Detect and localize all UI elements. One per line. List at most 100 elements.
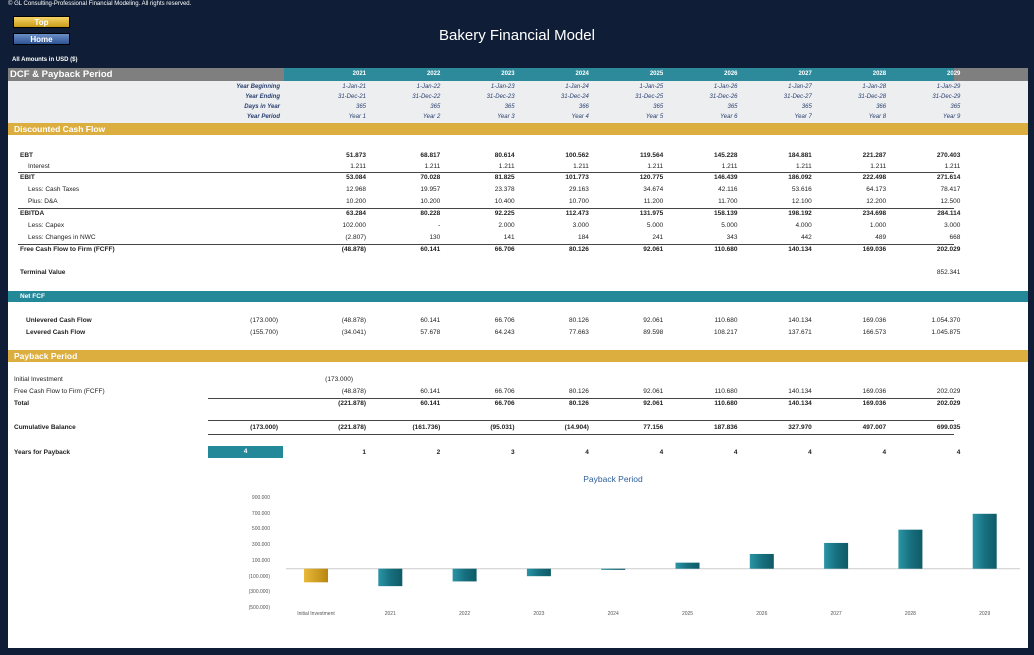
meta-year-beginning: 1-Jan-29 xyxy=(936,84,961,90)
dcf-cell: 12.968 xyxy=(346,186,366,193)
top-button[interactable]: Top xyxy=(13,16,70,28)
payback-total-cell: 202.029 xyxy=(936,400,961,407)
meta-days: 365 xyxy=(355,104,366,110)
dcf-cell: 92.061 xyxy=(643,246,664,253)
dcf-cell: 1.211 xyxy=(498,163,515,170)
chart-x-tick: 2023 xyxy=(533,611,545,617)
net-fcf-cell: (48.878) xyxy=(341,317,366,324)
dcf-cell: 145.228 xyxy=(714,152,738,159)
payback-total-cell: 140.134 xyxy=(788,400,812,407)
chart-x-tick: 2025 xyxy=(681,611,694,617)
payback-total-cell: (221.878) xyxy=(338,400,366,407)
year-header: 2022 xyxy=(426,71,441,77)
net-fcf-cell: 57.678 xyxy=(420,329,441,336)
chart-bar xyxy=(675,562,700,569)
cumulative-cell: 77.156 xyxy=(643,424,664,431)
meta-year-beginning: 1-Jan-26 xyxy=(713,84,738,90)
dcf-cell: 198.192 xyxy=(788,210,812,217)
dcf-cell: 68.817 xyxy=(420,152,441,159)
cumulative-cell: (14.904) xyxy=(564,424,589,431)
dcf-section-bar: Discounted Cash Flow xyxy=(8,123,1028,135)
year-header: 2029 xyxy=(947,71,961,77)
dcf-cell: 140.134 xyxy=(788,246,812,253)
years-for-payback-cell: 4 xyxy=(956,449,961,456)
meta-days: 365 xyxy=(950,104,961,110)
row-divider xyxy=(18,208,954,209)
chart-bar xyxy=(898,529,923,569)
payback-total-label: Total xyxy=(14,400,30,407)
net-fcf-initial: (173.000) xyxy=(250,317,278,324)
dcf-cell: 10.700 xyxy=(569,198,589,205)
dcf-cell: 489 xyxy=(875,234,887,241)
chart-x-tick: 2022 xyxy=(459,611,471,617)
dcf-cell: 130 xyxy=(429,234,441,241)
net-fcf-cell: 77.663 xyxy=(569,329,589,336)
payback-fcff-cell: 110.680 xyxy=(714,388,738,395)
dcf-cell: 202.029 xyxy=(936,246,961,253)
dcf-cell: 53.616 xyxy=(791,186,812,193)
cumulative-cell: 327.970 xyxy=(788,424,812,431)
meta-period: Year 5 xyxy=(645,114,664,120)
days-label: Days in Year xyxy=(244,104,280,110)
row-divider xyxy=(208,420,954,421)
home-button[interactable]: Home xyxy=(13,33,70,45)
cumulative-cell: 497.007 xyxy=(862,424,887,431)
years-for-payback-cell: 1 xyxy=(362,449,366,456)
dcf-cell: 186.092 xyxy=(788,174,812,181)
meta-year-ending: 31-Dec-27 xyxy=(783,94,812,100)
dcf-cell: 12.100 xyxy=(791,198,812,205)
dcf-row-label: Plus: D&A xyxy=(28,198,58,205)
dcf-cell: 64.173 xyxy=(866,186,887,193)
dcf-cell: 51.873 xyxy=(346,152,366,159)
chart-y-tick: 900.000 xyxy=(251,495,270,501)
dcf-cell: 442 xyxy=(800,234,812,241)
meta-year-beginning: 1-Jan-27 xyxy=(788,84,812,90)
year-header-strip xyxy=(284,68,954,81)
dcf-cell: 119.564 xyxy=(640,152,664,159)
payback-fcff-cell: 66.706 xyxy=(494,388,515,395)
payback-fcff-cell: 60.141 xyxy=(420,388,441,395)
meta-year-ending: 31-Dec-29 xyxy=(932,94,961,100)
dcf-cell: 70.028 xyxy=(420,174,441,181)
dcf-cell: 1.211 xyxy=(721,163,738,170)
page-title: Bakery Financial Model xyxy=(439,27,595,44)
dcf-cell: 120.775 xyxy=(639,174,664,181)
dcf-cell: 42.116 xyxy=(718,186,738,193)
chart-bar xyxy=(526,568,551,577)
payback-total-cell: 169.036 xyxy=(862,400,887,407)
dcf-cell: 10.200 xyxy=(420,198,441,205)
cumulative-cell: 699.035 xyxy=(936,424,961,431)
chart-x-tick: 2029 xyxy=(979,611,991,617)
payback-fcff-cell: 92.061 xyxy=(643,388,664,395)
terminal-value-label: Terminal Value xyxy=(20,269,66,276)
chart-y-tick: 500.000 xyxy=(251,526,270,533)
dcf-cell: 222.498 xyxy=(862,174,887,181)
payback-years-result: 4 xyxy=(208,446,283,458)
payback-fcff-cell: 202.029 xyxy=(936,388,961,395)
cumulative-cell: 187.836 xyxy=(714,424,738,431)
dcf-cell: 4.000 xyxy=(795,222,812,229)
year-header: 2027 xyxy=(798,71,812,77)
year-ending-label: Year Ending xyxy=(245,94,280,100)
dcf-cell: 2.000 xyxy=(498,222,515,229)
dcf-cell: 81.825 xyxy=(494,174,515,181)
dcf-cell: 146.439 xyxy=(714,174,738,181)
net-fcf-row-label: Unlevered Cash Flow xyxy=(26,317,92,324)
dcf-cell: 241 xyxy=(652,234,664,241)
net-fcf-section-title: Net FCF xyxy=(20,293,45,300)
meta-year-ending: 31-Dec-26 xyxy=(709,94,738,100)
net-fcf-cell: 169.036 xyxy=(862,317,887,324)
net-fcf-cell: 1.054.370 xyxy=(931,317,961,324)
dcf-cell: 221.287 xyxy=(862,152,887,159)
meta-period: Year 1 xyxy=(348,114,366,120)
chart-x-tick: 2021 xyxy=(384,611,396,617)
chart-y-tick: (500.000) xyxy=(248,605,270,611)
chart-bar xyxy=(749,553,774,569)
years-for-payback-cell: 4 xyxy=(882,449,887,456)
dcf-cell: 80.126 xyxy=(569,246,589,253)
net-fcf-cell: 137.671 xyxy=(788,329,812,336)
dcf-cell: 53.084 xyxy=(346,174,366,181)
net-fcf-section-bar: Net FCF xyxy=(8,291,1028,302)
dcf-cell: 284.114 xyxy=(937,210,961,217)
payback-fcff-cell: (48.878) xyxy=(341,388,366,395)
